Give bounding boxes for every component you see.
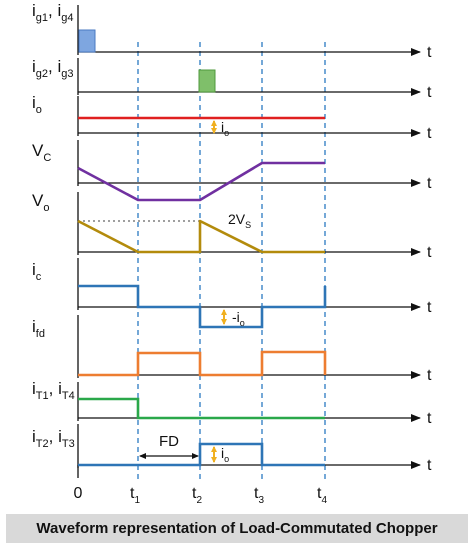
it23-io-label-sub: o (224, 454, 229, 464)
it23-io-label: io (221, 445, 229, 464)
time-axes: t t t t t t t t t (77, 5, 432, 478)
signal-label-ig14-main: , i (48, 1, 61, 20)
time-axis-label: t (427, 175, 432, 192)
neg-io-label-sub: o (240, 318, 245, 328)
signal-label-it14-main: i (32, 379, 36, 398)
two-vs-label-main: 2V (228, 211, 246, 227)
signal-label-it14-sub: T4 (62, 390, 75, 402)
signal-label-ic: ic (32, 260, 42, 283)
instant-label-t4: t4 (317, 485, 327, 506)
signal-label-ig23-sub: g2 (36, 68, 48, 80)
time-axis-label: t (427, 367, 432, 384)
signal-label-it23: iT2, iT3 (32, 427, 75, 450)
it23-io-label-main: i (221, 445, 224, 461)
instant-label-t2-main: t (192, 485, 197, 502)
instant-label-t2: t2 (192, 485, 202, 506)
instant-label-t3-main: t (254, 485, 259, 502)
signal-label-it23-sub: T2 (36, 438, 49, 450)
waveform-traces (77, 29, 327, 467)
signal-label-ig23-main: i (32, 57, 36, 76)
instant-label-t1-sub: 1 (134, 495, 140, 506)
instant-label-t1-main: t (130, 485, 135, 502)
capacitor-voltage-trace (77, 161, 325, 202)
signal-label-io: io (32, 93, 42, 116)
time-instant-markers (137, 42, 326, 480)
gate-pulse-ig2-ig3 (198, 69, 216, 93)
time-axis-label: t (427, 84, 432, 101)
signal-label-vc-main: V (32, 141, 44, 160)
signal-label-ig14-sub: g1 (36, 12, 48, 24)
neg-io-label: -io (232, 309, 245, 328)
caption-bar: Waveform representation of Load-Commutat… (6, 514, 468, 543)
origin-label: 0 (74, 485, 83, 502)
instant-label-t4-sub: 4 (321, 495, 327, 506)
signal-label-ig14: ig1, ig4 (32, 1, 74, 24)
neg-io-label-main: -i (232, 309, 240, 325)
signal-label-ig23: ig2, ig3 (32, 57, 74, 80)
signal-label-ifd: ifd (32, 317, 45, 340)
gate-pulse-ig1-ig4 (78, 29, 96, 53)
signal-label-vc: VC (32, 141, 51, 164)
signal-label-ifd-sub: fd (36, 328, 45, 340)
signal-label-vc-sub: C (43, 152, 51, 164)
time-axis-label: t (427, 457, 432, 474)
output-voltage-trace (77, 219, 325, 254)
signal-label-it23-sub: T3 (62, 438, 75, 450)
signal-label-ig14-sub: g4 (61, 12, 73, 24)
instant-label-t2-sub: 2 (196, 495, 202, 506)
instant-label-t1: t1 (130, 485, 140, 506)
capacitor-current-trace (78, 284, 327, 329)
signal-label-it14: iT1, iT4 (32, 379, 75, 402)
instant-label-t3-sub: 3 (258, 495, 264, 506)
io-magnitude-label-main: i (221, 119, 224, 135)
signal-label-ig23-sub: g3 (61, 68, 73, 80)
signal-label-vo-main: V (32, 191, 44, 210)
signal-label-it14-main: , i (49, 379, 62, 398)
two-vs-label-sub: S (245, 220, 251, 230)
freewheel-current-trace (78, 350, 327, 377)
time-axis-label: t (427, 44, 432, 61)
signal-label-io-main: i (32, 93, 36, 112)
thyristor-t1-t4-current-trace (78, 397, 325, 420)
signal-label-io-sub: o (36, 104, 42, 116)
thyristor-t2-t3-current-trace (78, 442, 325, 467)
instant-label-t4-main: t (317, 485, 322, 502)
time-axis-label: t (427, 410, 432, 427)
freewheel-interval-label: FD (159, 433, 179, 450)
signal-label-ic-sub: c (36, 271, 42, 283)
signal-label-ig23-main: , i (48, 57, 61, 76)
signal-label-vo: Vo (32, 191, 49, 214)
signal-label-ifd-main: i (32, 317, 36, 336)
two-vs-label: 2VS (228, 211, 251, 230)
caption: Waveform representation of Load-Commutat… (36, 520, 438, 537)
time-axis-label: t (427, 244, 432, 261)
signal-label-ic-main: i (32, 260, 36, 279)
time-instant-labels: 0 t1 t2 t3 t4 (74, 485, 328, 506)
signal-label-vo-sub: o (43, 202, 49, 214)
instant-label-t3: t3 (254, 485, 264, 506)
time-axis-label: t (427, 125, 432, 142)
signal-label-it14-sub: T1 (36, 390, 49, 402)
signal-label-it23-main: i (32, 427, 36, 446)
io-magnitude-label: io (221, 119, 229, 138)
signal-label-ig14-main: i (32, 1, 36, 20)
time-axis-label: t (427, 299, 432, 316)
io-magnitude-label-sub: o (224, 128, 229, 138)
signal-label-it23-main: , i (49, 427, 62, 446)
